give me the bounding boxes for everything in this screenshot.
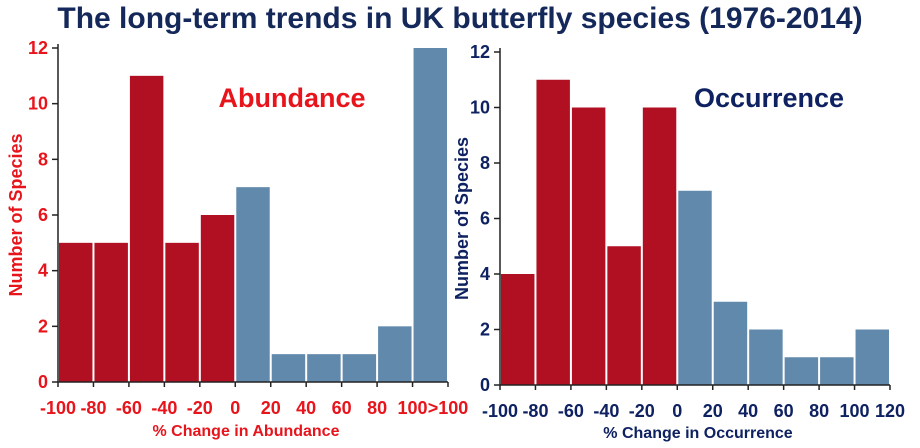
occurrence-x-tick-label: 120: [875, 401, 905, 421]
occurrence-bar-9: [784, 357, 819, 385]
abundance-y-tick-label: 2: [38, 316, 48, 336]
abundance-x-tick-label: 20: [261, 398, 281, 418]
occurrence-bar-7: [713, 301, 748, 385]
occurrence-x-tick-label: -100: [482, 401, 518, 421]
occurrence-x-axis-label: % Change in Occurrence: [603, 425, 792, 442]
abundance-bar-6: [236, 187, 270, 382]
occurrence-bar-5: [642, 107, 677, 385]
abundance-bar-7: [271, 354, 306, 382]
occurrence-y-tick-label: 8: [480, 153, 490, 173]
abundance-x-tick-label: >100: [428, 398, 469, 418]
abundance-panel-label: Abundance: [218, 83, 365, 113]
occurrence-x-tick-label: 60: [774, 401, 794, 421]
occurrence-x-tick-label: 80: [809, 401, 829, 421]
occurrence-x-tick-label: 20: [703, 401, 723, 421]
abundance-bar-9: [342, 354, 377, 382]
occurrence-bar-4: [607, 246, 641, 385]
abundance-x-tick-label: 0: [230, 398, 240, 418]
chart-title: The long-term trends in UK butterfly spe…: [57, 2, 863, 35]
occurrence-bar-11: [855, 329, 889, 385]
occurrence-x-tick-label: 100: [840, 401, 870, 421]
abundance-y-axis-label: Number of Species: [6, 133, 26, 296]
abundance-bar-2: [94, 242, 128, 382]
abundance-x-axis-label: % Change in Abundance: [153, 423, 340, 440]
abundance-bar-5: [200, 215, 235, 382]
occurrence-y-tick-label: 10: [470, 98, 490, 118]
abundance-bar-11: [413, 48, 447, 382]
abundance-x-tick-label: -40: [151, 398, 177, 418]
abundance-x-tick-label: 60: [332, 398, 352, 418]
occurrence-y-tick-label: 12: [470, 42, 490, 62]
occurrence-y-tick-label: 0: [480, 375, 490, 395]
abundance-bar-1: [59, 242, 93, 382]
occurrence-bar-1: [501, 274, 535, 385]
abundance-bar-10: [378, 326, 412, 382]
abundance-bar-8: [307, 354, 341, 382]
occurrence-bar-8: [749, 329, 783, 385]
abundance-y-tick-label: 12: [28, 38, 48, 58]
abundance-bar-3: [129, 75, 164, 382]
abundance-x-tick-label: -60: [116, 398, 142, 418]
abundance-x-tick-label: 100: [398, 398, 428, 418]
abundance-y-tick-label: 6: [38, 205, 48, 225]
abundance-y-tick-label: 0: [38, 372, 48, 392]
abundance-bar-4: [165, 242, 199, 382]
occurrence-x-tick-label: -80: [522, 401, 548, 421]
occurrence-x-tick-label: -40: [593, 401, 619, 421]
occurrence-y-tick-label: 2: [480, 320, 490, 340]
abundance-x-tick-label: 80: [367, 398, 387, 418]
abundance-y-tick-label: 8: [38, 149, 48, 169]
occurrence-y-tick-label: 4: [480, 264, 490, 284]
occurrence-bar-10: [820, 357, 854, 385]
abundance-x-tick-label: -80: [80, 398, 106, 418]
abundance-y-tick-label: 4: [38, 261, 48, 281]
occurrence-x-tick-label: -60: [558, 401, 584, 421]
occurrence-y-tick-label: 6: [480, 209, 490, 229]
occurrence-x-tick-label: 0: [672, 401, 682, 421]
abundance-x-tick-label: -100: [40, 398, 76, 418]
occurrence-panel-label: Occurrence: [694, 83, 844, 113]
occurrence-bar-6: [678, 190, 712, 385]
occurrence-x-tick-label: -20: [629, 401, 655, 421]
abundance-x-tick-label: -20: [187, 398, 213, 418]
occurrence-y-axis-label: Number of Species: [452, 137, 472, 300]
abundance-y-tick-label: 10: [28, 94, 48, 114]
occurrence-bar-2: [536, 79, 570, 385]
occurrence-bar-3: [571, 107, 606, 385]
occurrence-x-tick-label: 40: [738, 401, 758, 421]
abundance-x-tick-label: 40: [296, 398, 316, 418]
